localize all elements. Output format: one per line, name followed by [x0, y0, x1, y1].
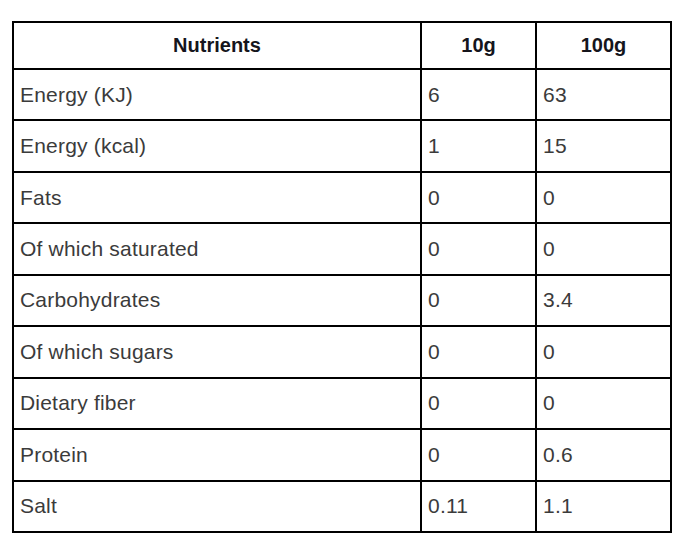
nutrient-label: Fats: [13, 172, 421, 223]
table-row-protein: Protein 0 0.6: [13, 429, 671, 480]
value-10g: 1: [421, 120, 536, 171]
value-100g: 0: [536, 326, 671, 377]
table-row-carbohydrates: Carbohydrates 0 3.4: [13, 275, 671, 326]
nutrient-label: Protein: [13, 429, 421, 480]
nutrition-table: Nutrients 10g 100g Energy (KJ) 6 63 Ener…: [12, 21, 672, 533]
value-10g: 0: [421, 275, 536, 326]
table-row-salt: Salt 0.11 1.1: [13, 481, 671, 533]
value-100g: 0: [536, 172, 671, 223]
nutrient-label: Of which saturated: [13, 223, 421, 274]
nutrient-label: Carbohydrates: [13, 275, 421, 326]
nutrient-label: Dietary fiber: [13, 378, 421, 429]
table-row-energy-kj: Energy (KJ) 6 63: [13, 69, 671, 120]
column-header-10g: 10g: [421, 22, 536, 69]
value-10g: 0: [421, 223, 536, 274]
table-row-fats: Fats 0 0: [13, 172, 671, 223]
value-10g: 0: [421, 172, 536, 223]
value-100g: 0: [536, 223, 671, 274]
page: Nutrients 10g 100g Energy (KJ) 6 63 Ener…: [0, 0, 684, 549]
header-row: Nutrients 10g 100g: [13, 22, 671, 69]
nutrient-label: Salt: [13, 481, 421, 533]
value-10g: 0: [421, 378, 536, 429]
value-100g: 1.1: [536, 481, 671, 533]
value-10g: 0: [421, 429, 536, 480]
value-100g: 63: [536, 69, 671, 120]
table-row-saturated: Of which saturated 0 0: [13, 223, 671, 274]
value-100g: 3.4: [536, 275, 671, 326]
nutrient-label: Energy (KJ): [13, 69, 421, 120]
value-100g: 15: [536, 120, 671, 171]
column-header-100g: 100g: [536, 22, 671, 69]
value-100g: 0: [536, 378, 671, 429]
nutrient-label: Of which sugars: [13, 326, 421, 377]
table-row-dietary-fiber: Dietary fiber 0 0: [13, 378, 671, 429]
value-100g: 0.6: [536, 429, 671, 480]
table-row-sugars: Of which sugars 0 0: [13, 326, 671, 377]
nutrient-label: Energy (kcal): [13, 120, 421, 171]
value-10g: 0.11: [421, 481, 536, 533]
table-row-energy-kcal: Energy (kcal) 1 15: [13, 120, 671, 171]
column-header-nutrients: Nutrients: [13, 22, 421, 69]
value-10g: 0: [421, 326, 536, 377]
value-10g: 6: [421, 69, 536, 120]
